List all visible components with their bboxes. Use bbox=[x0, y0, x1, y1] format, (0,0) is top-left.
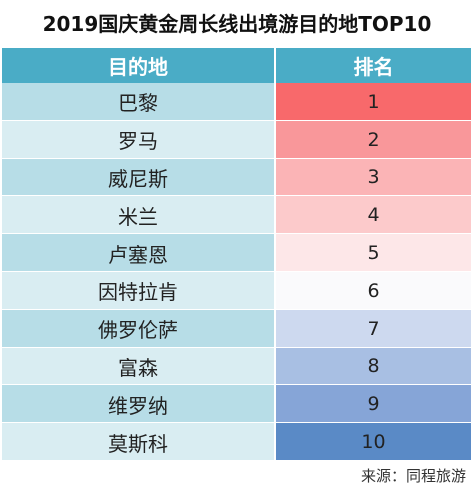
rank-cell: 1 bbox=[276, 83, 471, 121]
rank-cell: 3 bbox=[276, 158, 471, 197]
destination-cell: 富森 bbox=[2, 347, 276, 386]
table-row: 维罗纳 9 bbox=[2, 385, 471, 424]
rank-cell: 10 bbox=[276, 423, 471, 461]
header-rank: 排名 bbox=[276, 48, 471, 83]
rank-cell: 9 bbox=[276, 385, 471, 424]
rank-cell: 2 bbox=[276, 120, 471, 159]
ranking-table: 目的地 排名 巴黎 1 罗马 2 威尼斯 3 米兰 4 卢塞恩 5 因特拉肯 6 佛罗伦萨 7 富森 8 维罗纳… bbox=[2, 48, 471, 461]
chart-title: 2019国庆黄金周长线出境游目的地TOP10 bbox=[42, 12, 432, 36]
table-row: 米兰 4 bbox=[2, 196, 471, 235]
table-header-row: 目的地 排名 bbox=[2, 48, 471, 83]
destination-cell: 卢塞恩 bbox=[2, 234, 276, 272]
row-divider bbox=[2, 233, 471, 235]
destination-cell: 因特拉肯 bbox=[2, 272, 276, 310]
table-row: 佛罗伦萨 7 bbox=[2, 309, 471, 348]
source-note: 来源：同程旅游 bbox=[360, 467, 466, 485]
header-destination: 目的地 bbox=[2, 48, 276, 83]
destination-cell: 巴黎 bbox=[2, 83, 276, 121]
row-divider bbox=[2, 308, 471, 310]
rank-cell: 6 bbox=[276, 272, 471, 310]
row-divider bbox=[2, 271, 471, 272]
row-divider bbox=[2, 157, 471, 159]
destination-cell: 米兰 bbox=[2, 196, 276, 235]
table-row: 因特拉肯 6 bbox=[2, 272, 471, 310]
row-divider bbox=[2, 195, 471, 197]
table-row: 罗马 2 bbox=[2, 120, 471, 159]
destination-cell: 莫斯科 bbox=[2, 423, 276, 461]
rank-cell: 8 bbox=[276, 347, 471, 386]
row-divider bbox=[2, 460, 471, 461]
rank-cell: 4 bbox=[276, 196, 471, 235]
table-row: 巴黎 1 bbox=[2, 83, 471, 121]
destination-cell: 佛罗伦萨 bbox=[2, 309, 276, 348]
row-divider bbox=[2, 346, 471, 348]
destination-cell: 威尼斯 bbox=[2, 158, 276, 197]
row-divider bbox=[2, 384, 471, 386]
table-row: 卢塞恩 5 bbox=[2, 234, 471, 272]
rank-cell: 7 bbox=[276, 309, 471, 348]
table-row: 富森 8 bbox=[2, 347, 471, 386]
table-row: 莫斯科 10 bbox=[2, 423, 471, 461]
rank-cell: 5 bbox=[276, 234, 471, 272]
table-row: 威尼斯 3 bbox=[2, 158, 471, 197]
row-divider bbox=[2, 422, 471, 424]
row-divider bbox=[2, 119, 471, 121]
destination-cell: 维罗纳 bbox=[2, 385, 276, 424]
destination-cell: 罗马 bbox=[2, 120, 276, 159]
